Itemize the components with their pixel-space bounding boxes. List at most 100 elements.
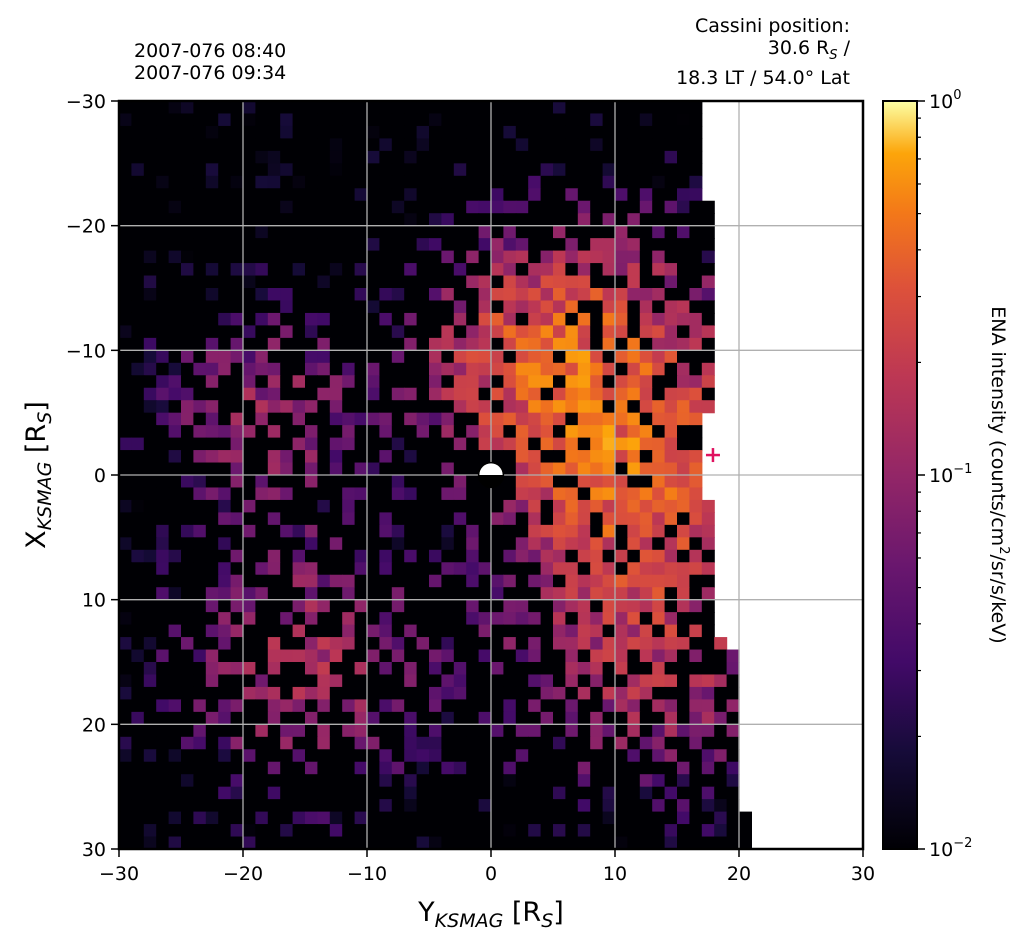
saturn-planet-icon (477, 461, 505, 489)
heatmap-cell (404, 562, 418, 576)
heatmap-cell (602, 400, 616, 414)
heatmap-cell (193, 624, 207, 638)
heatmap-cell (416, 138, 430, 152)
heatmap-cell (280, 412, 294, 426)
heatmap-cell (639, 450, 653, 464)
heatmap-cell (156, 749, 170, 763)
heatmap-cell (193, 537, 207, 551)
heatmap-cell (701, 599, 715, 613)
heatmap-cell (193, 574, 207, 588)
heatmap-cell (367, 325, 380, 339)
heatmap-cell (292, 549, 306, 563)
heatmap-cell (466, 736, 480, 750)
heatmap-cell (255, 412, 269, 426)
heatmap-cell (639, 337, 653, 351)
heatmap-cell (292, 624, 306, 638)
heatmap-cell (267, 250, 281, 264)
heatmap-cell (429, 125, 442, 139)
heatmap-cell (689, 101, 703, 115)
heatmap-cell (602, 113, 616, 127)
heatmap-cell (528, 824, 542, 838)
heatmap-cell (243, 188, 256, 202)
heatmap-cell (181, 562, 194, 576)
heatmap-cell (652, 325, 666, 339)
heatmap-cell (143, 799, 157, 813)
heatmap-cell (255, 437, 269, 451)
heatmap-cell (329, 699, 343, 713)
heatmap-cell (639, 412, 653, 426)
heatmap-cell (267, 425, 281, 439)
heatmap-cell (453, 724, 467, 738)
heatmap-cell (627, 412, 641, 426)
heatmap-cell (441, 774, 455, 788)
heatmap-cell (243, 599, 256, 613)
heatmap-cell (503, 200, 517, 214)
heatmap-cell (577, 312, 591, 326)
heatmap-cell (267, 325, 281, 339)
heatmap-cell (478, 761, 492, 775)
heatmap-cell (205, 599, 219, 613)
heatmap-cell (466, 674, 480, 688)
heatmap-cell (441, 200, 455, 214)
heatmap-cell (119, 475, 132, 489)
heatmap-cell (689, 537, 703, 551)
heatmap-cell (429, 649, 442, 663)
heatmap-cell (404, 587, 418, 601)
heatmap-cell (404, 250, 418, 264)
heatmap-cell (305, 736, 318, 750)
heatmap-cell (280, 686, 294, 700)
heatmap-cell (577, 225, 591, 239)
heatmap-cell (664, 412, 678, 426)
heatmap-cell (553, 138, 566, 152)
heatmap-cell (615, 624, 628, 638)
heatmap-cell (615, 113, 628, 127)
heatmap-cell (466, 637, 480, 651)
heatmap-cell (441, 574, 455, 588)
heatmap-cell (577, 499, 591, 513)
heatmap-cell (292, 811, 306, 825)
heatmap-cell (404, 225, 418, 239)
heatmap-cell (677, 674, 690, 688)
heatmap-cell (615, 300, 628, 314)
heatmap-cell (119, 138, 132, 152)
heatmap-cell (602, 599, 616, 613)
heatmap-cell (478, 375, 492, 389)
heatmap-cell (478, 437, 492, 451)
heatmap-cell (342, 637, 356, 651)
heatmap-cell (441, 599, 455, 613)
heatmap-cell (577, 138, 591, 152)
heatmap-cell (305, 238, 318, 252)
heatmap-cell (342, 724, 356, 738)
heatmap-cell (590, 774, 604, 788)
heatmap-cell (404, 512, 418, 526)
heatmap-cell (280, 437, 294, 451)
heatmap-cell (652, 437, 666, 451)
heatmap-cell (205, 225, 219, 239)
heatmap-cell (453, 450, 467, 464)
heatmap-cell (701, 774, 715, 788)
heatmap-cell (168, 263, 182, 277)
heatmap-cell (664, 761, 678, 775)
heatmap-cell (677, 375, 690, 389)
heatmap-cell (689, 400, 703, 414)
heatmap-cell (540, 450, 554, 464)
heatmap-cell (255, 300, 269, 314)
heatmap-cell (528, 250, 542, 264)
heatmap-cell (329, 362, 343, 376)
heatmap-cell (577, 350, 591, 364)
heatmap-cell (404, 375, 418, 389)
heatmap-cell (652, 362, 666, 376)
heatmap-cell (553, 163, 566, 177)
heatmap-cell (305, 774, 318, 788)
heatmap-cell (354, 786, 368, 800)
heatmap-cell (404, 612, 418, 626)
heatmap-cell (602, 250, 616, 264)
heatmap-cell (391, 799, 405, 813)
heatmap-cell (143, 225, 157, 239)
heatmap-cell (280, 101, 294, 115)
heatmap-cell (429, 213, 442, 227)
heatmap-cell (491, 836, 504, 850)
heatmap-cell (577, 549, 591, 563)
heatmap-cell (156, 275, 170, 289)
heatmap-cell (689, 225, 703, 239)
